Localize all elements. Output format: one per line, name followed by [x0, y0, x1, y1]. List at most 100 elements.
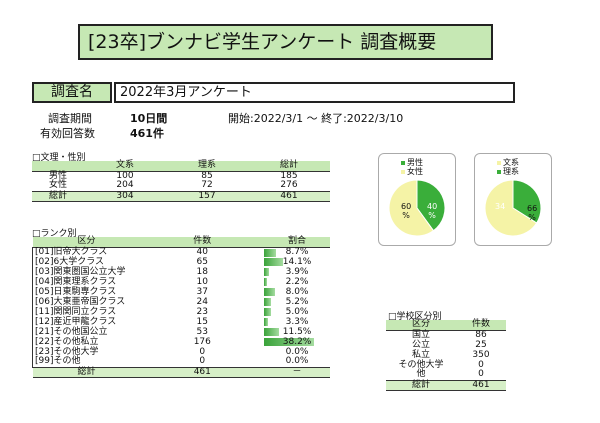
field-pct-green: 34 [495, 202, 506, 211]
gender-legend-female: 女性 [401, 167, 423, 176]
rank-ratio-cell: 14.1% [264, 257, 330, 267]
table-row: [03]関東圏国公立大学 18 3.9% [32, 266, 331, 277]
school-count: 25 [475, 339, 487, 350]
rank-count: 23 [196, 306, 208, 317]
rank-count: 18 [196, 266, 208, 277]
ratio-bar [264, 278, 267, 286]
field-legend-rikei: 理系 [497, 167, 519, 176]
school-count: 86 [475, 329, 487, 340]
rank-ratio-cell: 11.5% [264, 327, 330, 337]
rank-label: [02]6大学クラス [32, 257, 141, 267]
rank-ratio-text: 8.7% [285, 246, 309, 257]
table-row: [12]産近甲龍クラス 15 3.3% [32, 317, 331, 327]
school-count: 0 [478, 359, 484, 370]
legend-swatch [497, 160, 501, 165]
school-total-label: 総計 [386, 379, 456, 391]
table-row: [99]その他 0 0.0% [32, 356, 331, 367]
period-value: 10日間 [130, 112, 168, 125]
legend-swatch [401, 160, 405, 165]
school-label: 公立 [411, 339, 430, 350]
table-row: [02]6大学クラス 65 14.1% [32, 257, 331, 267]
school-label: 他 [416, 369, 426, 380]
rank-count: 0 [199, 356, 206, 367]
school-total-count: 461 [456, 379, 506, 391]
table-row: その他大学 0 [386, 360, 506, 370]
rikei-value: 72 [201, 180, 213, 191]
rank-ratio-text: 11.5% [282, 326, 312, 337]
total-value: 185 [280, 170, 298, 181]
rank-ratio-text: 3.9% [285, 266, 309, 277]
gender-section-label: □文理・性別 [32, 153, 86, 163]
ratio-bar [264, 328, 280, 336]
bunkei-value: 100 [116, 170, 134, 181]
rank-total-count: 461 [140, 366, 265, 378]
rank-ratio-text: 5.2% [285, 296, 309, 307]
rank-header-ratio: 割合 [264, 237, 330, 248]
survey-name-value: 2022年3月アンケート [114, 82, 515, 103]
pie-slice [484, 179, 538, 237]
gender-table: 文系 理系 総計 男性 100 85 185 女性 204 72 276 総計 304 157 461 [32, 161, 330, 202]
rikei-total: 157 [166, 190, 248, 202]
field-pie-chart: 文系 理系 34 66% [474, 153, 552, 246]
gender-header-bunkei: 文系 [84, 161, 166, 172]
gender-pie [388, 179, 446, 237]
table-row: 国立 86 [386, 330, 506, 340]
ratio-bar [264, 248, 276, 257]
rank-ratio-cell: 5.2% [264, 297, 330, 307]
rikei-value: 85 [201, 170, 213, 181]
table-row: 女性 204 72 276 [32, 181, 330, 191]
rank-label: [04]関東理系クラス [32, 277, 141, 287]
pie-slice [416, 179, 446, 232]
rank-label: [23]その他大学 [32, 347, 141, 357]
rank-label: [11]関関同立クラス [32, 307, 141, 317]
rank-count: 24 [196, 296, 208, 307]
rank-ratio-cell: 3.3% [264, 317, 330, 327]
rank-ratio-cell: 3.9% [264, 267, 330, 277]
bunkei-total: 304 [84, 190, 166, 202]
responses-value: 461件 [130, 127, 164, 140]
rank-label: [06]大東亜帝国クラス [32, 297, 141, 307]
gender-header-total: 総計 [248, 161, 330, 172]
gender-pct-yellow: 60% [401, 202, 412, 220]
rank-ratio-text: 5.0% [285, 306, 309, 317]
school-section-label: □学校区分別 [388, 312, 442, 322]
table-row: [01]旧帝大クラス 40 8.7% [32, 247, 331, 257]
rank-label: [03]関東圏国公立大学 [32, 267, 141, 277]
legend-swatch [401, 169, 405, 174]
rank-ratio-text: 14.1% [282, 256, 312, 267]
field-pct-yellow: 66% [527, 204, 538, 222]
rank-label: [05]日東駒専クラス [32, 287, 141, 297]
school-count: 350 [472, 349, 490, 360]
field-pie-legend: 文系 理系 [497, 158, 519, 176]
ratio-bar [264, 268, 270, 276]
table-row: [06]大東亜帝国クラス 24 5.2% [32, 296, 331, 307]
table-row: 私立 350 [386, 350, 506, 360]
rank-section-label: □ランク別 [32, 229, 77, 239]
school-table-header: 区分 件数 [386, 320, 506, 331]
rank-ratio-cell: 2.2% [264, 277, 330, 287]
ratio-bar [264, 298, 271, 306]
rank-label: [12]産近甲龍クラス [32, 317, 141, 327]
ratio-bar [264, 308, 271, 316]
table-row: [21]その他国公立 53 11.5% [32, 327, 331, 337]
gender-pct-green: 40% [427, 202, 438, 220]
table-row: [22]その他私立 176 38.2% [32, 337, 331, 347]
period-label: 調査期間 [48, 112, 92, 125]
rank-ratio-text: 0.0% [285, 356, 309, 367]
rank-count: 37 [196, 286, 208, 297]
rank-ratio-cell: 5.0% [264, 307, 330, 317]
school-label: その他大学 [398, 359, 444, 370]
rank-label: [99]その他 [32, 357, 141, 367]
field-pie [484, 179, 542, 237]
rank-count: 0 [199, 346, 206, 357]
gender-total-row: 総計 304 157 461 [32, 190, 330, 202]
rank-ratio-cell: 8.7% [264, 247, 330, 257]
gender-pie-chart: 男性 女性 60% 40% [378, 153, 456, 246]
gender-header-rikei: 理系 [166, 161, 248, 172]
rank-count: 10 [196, 276, 208, 287]
rank-ratio-cell: 0.0% [264, 347, 330, 357]
school-count: 0 [478, 369, 484, 380]
ratio-bar [264, 318, 269, 326]
gender-pie-legend: 男性 女性 [401, 158, 423, 176]
pie-slice [388, 179, 435, 237]
